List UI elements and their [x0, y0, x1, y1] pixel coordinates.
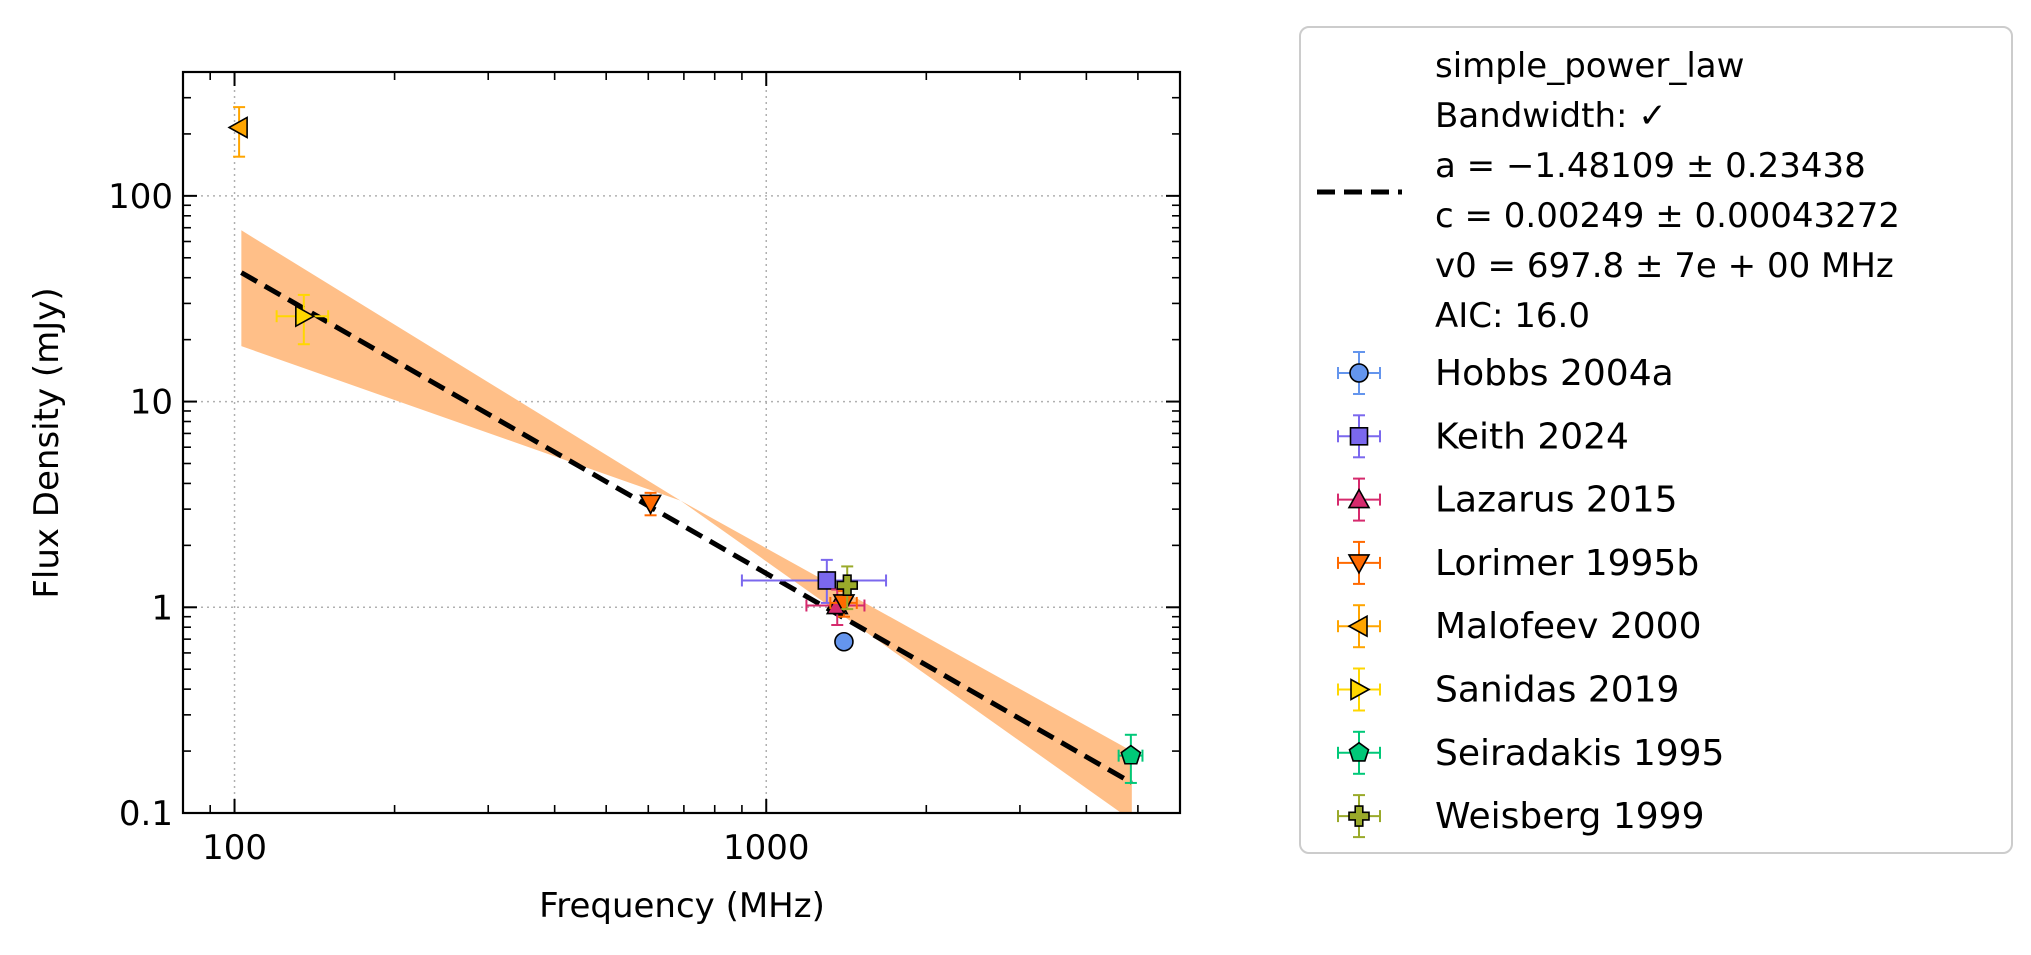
legend-label: Sanidas 2019	[1435, 670, 1679, 711]
legend-marker	[1347, 614, 1368, 638]
y-axis-label: Flux Density (mJy)	[27, 287, 67, 598]
fit-line	[240, 270, 1134, 786]
fit-line-layer	[240, 270, 1134, 786]
legend-label: Weisberg 1999	[1435, 796, 1704, 837]
legend-entry: Sanidas 2019	[1337, 667, 1679, 712]
legend-marker	[1349, 426, 1369, 446]
data-point	[834, 631, 854, 652]
legend-label: Hobbs 2004a	[1435, 353, 1674, 394]
legend-fit-label-5: AIC: 16.0	[1435, 296, 1590, 336]
series-lorimer-1995b	[639, 491, 858, 618]
legend-entry: Lazarus 2015	[1337, 477, 1678, 522]
fit-uncertainty-band	[241, 230, 1132, 813]
legend-label: Malofeev 2000	[1435, 606, 1701, 647]
legend-label: Seiradakis 1995	[1435, 733, 1724, 774]
data-points-layer	[227, 106, 1144, 784]
x-tick-label: 1000	[723, 828, 810, 868]
data-point	[1120, 744, 1142, 765]
legend-entry: Lorimer 1995b	[1337, 540, 1699, 585]
y-tick-label: 1	[151, 588, 173, 628]
series-hobbs-2004a	[834, 631, 854, 652]
y-tick-label: 100	[108, 177, 173, 217]
series-weisberg-1999	[836, 565, 859, 611]
legend-fit-label-1: Bandwidth: ✓	[1435, 96, 1667, 136]
legend-fit-label-3: c = 0.00249 ± 0.00043272	[1435, 196, 1900, 236]
data-point	[227, 116, 248, 139]
legend-label: Keith 2024	[1435, 416, 1629, 457]
legend-marker	[1348, 805, 1370, 827]
data-point	[639, 494, 662, 516]
legend: simple_power_law Bandwidth: ✓ a = −1.481…	[1299, 26, 2013, 854]
data-point	[817, 571, 837, 590]
data-point	[836, 574, 859, 597]
data-point	[295, 304, 316, 328]
series-sanidas-2019	[275, 293, 330, 346]
legend-entry: Malofeev 2000	[1337, 604, 1701, 649]
x-axis-label: Frequency (MHz)	[539, 886, 825, 926]
plot-frame	[181, 70, 1182, 815]
fit-band-layer	[241, 230, 1132, 813]
legend-fit-label-0: simple_power_law	[1435, 46, 1744, 86]
legend-label: Lazarus 2015	[1435, 480, 1678, 521]
x-tick-label: 100	[202, 828, 267, 868]
ticks: 100 1000 0.1 1 10 100	[108, 72, 1180, 868]
y-tick-label: 10	[130, 383, 173, 423]
legend-label: Lorimer 1995b	[1435, 543, 1699, 584]
legend-entry: Hobbs 2004a	[1337, 351, 1674, 395]
legend-frame	[1299, 26, 2013, 854]
series-keith-2024	[740, 558, 888, 604]
legend-marker	[1350, 678, 1371, 701]
legend-marker	[1349, 363, 1369, 383]
legend-entry: Keith 2024	[1337, 414, 1629, 459]
series-malofeev-2000	[227, 106, 248, 158]
legend-fit-label-4: v0 = 697.8 ± 7e + 00 MHz	[1435, 246, 1894, 286]
legend-fit-label-2: a = −1.48109 ± 0.23438	[1435, 146, 1866, 186]
series-seiradakis-1995	[1117, 733, 1144, 784]
legend-marker	[1347, 554, 1371, 575]
legend-marker	[1348, 741, 1370, 762]
legend-entry: Weisberg 1999	[1337, 794, 1704, 839]
legend-marker	[1347, 487, 1371, 509]
legend-entry: Seiradakis 1995	[1337, 730, 1724, 775]
y-tick-label: 0.1	[119, 794, 173, 834]
